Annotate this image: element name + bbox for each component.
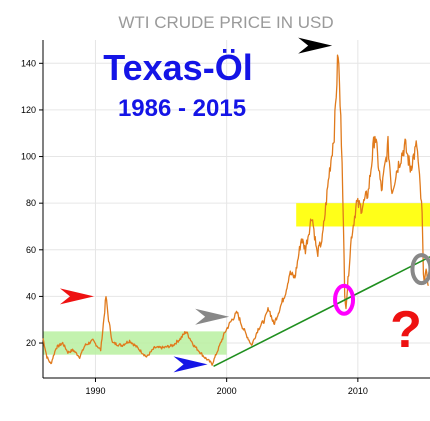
x-tick-label: 1990 bbox=[85, 386, 105, 396]
chart-header-title: WTI CRUDE PRICE IN USD bbox=[118, 13, 333, 32]
y-tick-label: 120 bbox=[21, 105, 36, 115]
overlay-title: Texas-Öl bbox=[103, 47, 252, 88]
gray-ring-annotation bbox=[410, 253, 430, 286]
y-tick-label: 60 bbox=[26, 245, 36, 255]
red-arrow-annotation bbox=[59, 288, 94, 305]
y-tick-label: 40 bbox=[26, 291, 36, 301]
magenta-ring-annotation bbox=[333, 283, 356, 316]
y-tick-label: 80 bbox=[26, 198, 36, 208]
plot-area: 20 40 60 80 100 120 140 1990 2000 2010 bbox=[21, 37, 430, 396]
trend-support-line bbox=[213, 256, 430, 368]
high-price-band bbox=[296, 203, 430, 227]
price-series-line bbox=[42, 54, 430, 366]
y-tick-label: 100 bbox=[21, 152, 36, 162]
blue-arrow-annotation bbox=[173, 356, 208, 373]
overlay-subtitle: 1986 - 2015 bbox=[118, 95, 246, 122]
x-tick-label: 2000 bbox=[217, 386, 237, 396]
y-tick-label: 140 bbox=[21, 58, 36, 68]
gray-arrow-annotation bbox=[195, 308, 230, 325]
black-arrow-annotation bbox=[298, 37, 333, 54]
question-mark-annotation: ? bbox=[390, 301, 422, 359]
x-tick-label: 2010 bbox=[348, 386, 368, 396]
y-tick-label: 20 bbox=[26, 338, 36, 348]
